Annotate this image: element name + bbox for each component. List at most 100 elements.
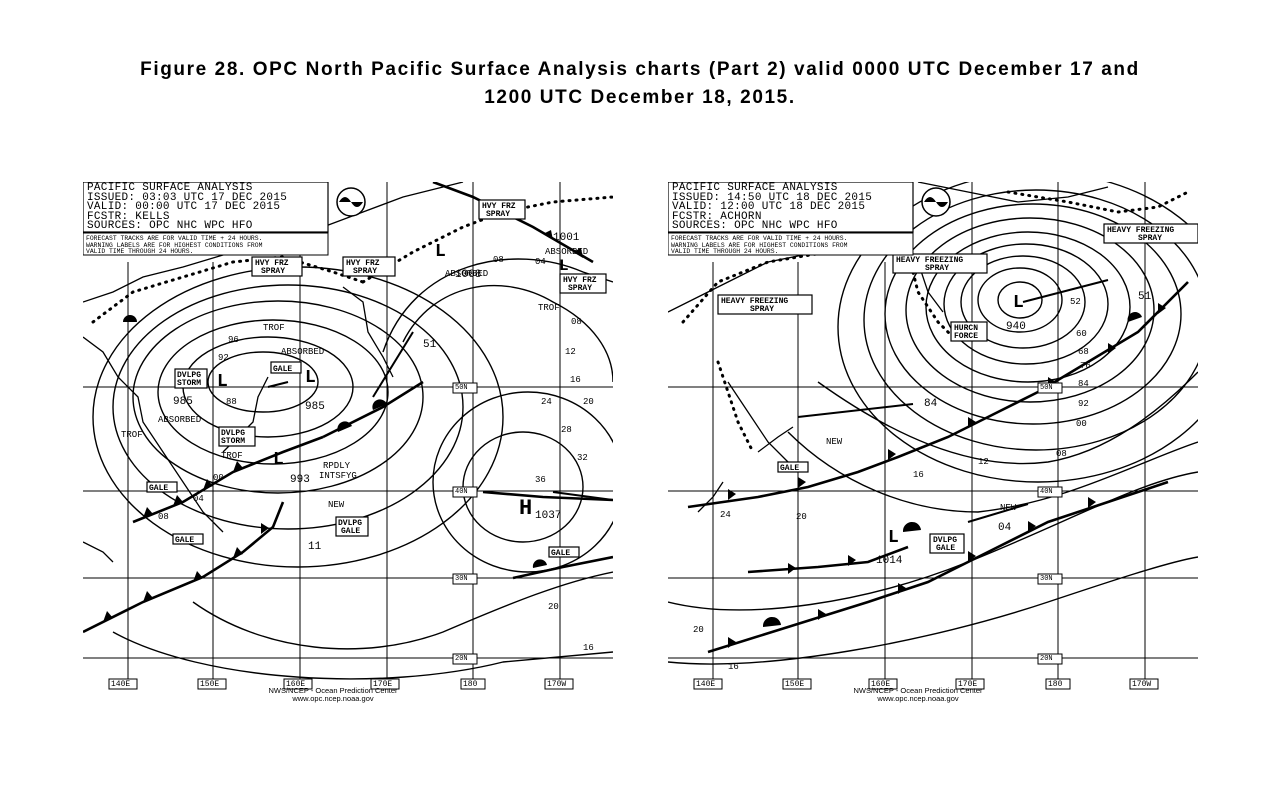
note-line: WARNING LABELS ARE FOR HIGHEST CONDITION… xyxy=(86,241,263,249)
lon-label: 140E xyxy=(111,680,131,689)
note-line: FORECAST TRACKS ARE FOR VALID TIME + 24 … xyxy=(86,235,263,242)
svg-text:SPRAY: SPRAY xyxy=(750,305,774,314)
surface-analysis-map-dec17: 1008 1001 51 985 985 993 11 1037 ABSORBE… xyxy=(83,182,613,703)
footer-line: NWS/NCEP - Ocean Prediction Center xyxy=(268,686,398,695)
lon-label: 180 xyxy=(1048,680,1063,689)
header-line: PACIFIC SURFACE ANALYSIS xyxy=(672,182,838,194)
svg-text:04: 04 xyxy=(998,522,1012,534)
svg-text:STORM: STORM xyxy=(177,379,201,388)
header-line: PACIFIC SURFACE ANALYSIS xyxy=(87,182,253,194)
lon-label: 170W xyxy=(547,680,567,689)
svg-text:HEAVY FREEZING: HEAVY FREEZING xyxy=(1107,226,1174,235)
lon-label: 140E xyxy=(696,680,716,689)
svg-text:HVY FRZ: HVY FRZ xyxy=(563,276,597,285)
svg-text:16: 16 xyxy=(728,662,739,672)
svg-text:HVY FRZ: HVY FRZ xyxy=(255,259,289,268)
lat-label: 40N xyxy=(455,488,468,496)
lat-label: 20N xyxy=(455,655,468,663)
svg-text:76: 76 xyxy=(1080,361,1091,371)
header-line: SOURCES: OPC NHC WPC HFO xyxy=(87,220,253,233)
svg-text:985: 985 xyxy=(173,396,193,408)
caption-line-2: 1200 UTC December 18, 2015. xyxy=(484,87,796,108)
svg-text:993: 993 xyxy=(290,474,310,486)
svg-text:1001: 1001 xyxy=(553,232,580,244)
svg-text:96: 96 xyxy=(228,335,239,345)
header-line: VALID: 00:00 UTC 17 DEC 2015 xyxy=(87,201,281,214)
svg-text:11: 11 xyxy=(308,541,322,553)
svg-text:NEW: NEW xyxy=(826,437,843,447)
svg-text:28: 28 xyxy=(561,425,572,435)
svg-text:DVLPG: DVLPG xyxy=(221,429,245,438)
svg-text:STORM: STORM xyxy=(221,437,245,446)
svg-text:HURCN: HURCN xyxy=(954,324,978,333)
svg-text:24: 24 xyxy=(720,510,731,520)
svg-text:16: 16 xyxy=(570,375,581,385)
svg-text:00: 00 xyxy=(213,473,224,483)
svg-text:32: 32 xyxy=(577,453,588,463)
header-line: FCSTR: KELLS xyxy=(87,210,170,223)
svg-text:985: 985 xyxy=(305,401,325,413)
header-line: ISSUED: 14:50 UTC 18 DEC 2015 xyxy=(672,191,873,204)
svg-text:04: 04 xyxy=(535,257,546,267)
svg-text:L: L xyxy=(435,242,446,262)
svg-text:H: H xyxy=(519,496,532,521)
svg-text:GALE: GALE xyxy=(936,544,955,553)
svg-text:68: 68 xyxy=(1078,347,1089,357)
svg-text:TROF: TROF xyxy=(221,451,243,461)
svg-text:GALE: GALE xyxy=(780,464,799,473)
svg-text:16: 16 xyxy=(583,643,594,653)
svg-text:DVLPG: DVLPG xyxy=(933,536,957,545)
lat-label: 30N xyxy=(455,575,468,583)
svg-text:52: 52 xyxy=(1070,297,1081,307)
svg-text:FORCE: FORCE xyxy=(954,332,978,341)
svg-text:20: 20 xyxy=(693,625,704,635)
svg-text:51: 51 xyxy=(423,339,437,351)
svg-text:HEAVY FREEZING: HEAVY FREEZING xyxy=(721,297,788,306)
lat-label: 50N xyxy=(455,384,468,392)
svg-text:HEAVY FREEZING: HEAVY FREEZING xyxy=(896,256,963,265)
svg-text:SPRAY: SPRAY xyxy=(486,210,510,219)
svg-text:940: 940 xyxy=(1006,321,1026,333)
lat-label: 30N xyxy=(1040,575,1053,583)
header-line: FCSTR: ACHORN xyxy=(672,210,762,223)
svg-text:L: L xyxy=(217,372,228,392)
lat-label: 40N xyxy=(1040,488,1053,496)
svg-text:20: 20 xyxy=(548,602,559,612)
svg-text:SPRAY: SPRAY xyxy=(261,267,285,276)
svg-text:ABSORBED: ABSORBED xyxy=(158,415,201,425)
svg-text:1037: 1037 xyxy=(535,510,561,522)
note-line: VALID TIME THROUGH 24 HOURS. xyxy=(671,248,779,256)
noaa-logo-icon xyxy=(336,187,366,217)
surface-analysis-map-dec18: 940 51 84 04 1014 NEW NEW 52 60 68 76 84 92 0… xyxy=(668,182,1198,703)
lon-label: 150E xyxy=(785,680,805,689)
svg-text:L: L xyxy=(305,368,316,388)
svg-text:84: 84 xyxy=(924,398,938,410)
lat-label: 20N xyxy=(1040,655,1053,663)
svg-text:88: 88 xyxy=(226,397,237,407)
svg-text:92: 92 xyxy=(218,353,229,363)
svg-text:12: 12 xyxy=(565,347,576,357)
svg-text:L: L xyxy=(1013,293,1024,313)
note-line: FORECAST TRACKS ARE FOR VALID TIME + 24 … xyxy=(671,235,848,242)
svg-text:20: 20 xyxy=(583,397,594,407)
header-line: ISSUED: 03:03 UTC 17 DEC 2015 xyxy=(87,191,288,204)
svg-text:HVY FRZ: HVY FRZ xyxy=(346,259,380,268)
lon-label: 160E xyxy=(871,680,891,689)
footer-line: NWS/NCEP - Ocean Prediction Center xyxy=(853,686,983,695)
svg-text:TROF: TROF xyxy=(263,323,285,333)
svg-text:RPDLY: RPDLY xyxy=(323,461,351,471)
lon-label: 150E xyxy=(200,680,220,689)
svg-text:00: 00 xyxy=(1076,419,1087,429)
svg-text:GALE: GALE xyxy=(341,527,360,536)
header-line: SOURCES: OPC NHC WPC HFO xyxy=(672,220,838,233)
svg-text:GALE: GALE xyxy=(273,365,292,374)
footer-line: www.opc.ncep.noaa.gov xyxy=(877,694,959,703)
lat-label: 50N xyxy=(1040,384,1053,392)
map-canvas: 940 51 84 04 1014 NEW NEW 52 60 68 76 84 92 0… xyxy=(668,182,1198,690)
map-canvas: 1008 1001 51 985 985 993 11 1037 ABSORBE… xyxy=(83,182,613,690)
svg-text:08: 08 xyxy=(571,317,582,327)
svg-text:16: 16 xyxy=(913,470,924,480)
svg-text:DVLPG: DVLPG xyxy=(338,519,362,528)
svg-text:L: L xyxy=(888,528,899,548)
svg-text:12: 12 xyxy=(978,457,989,467)
